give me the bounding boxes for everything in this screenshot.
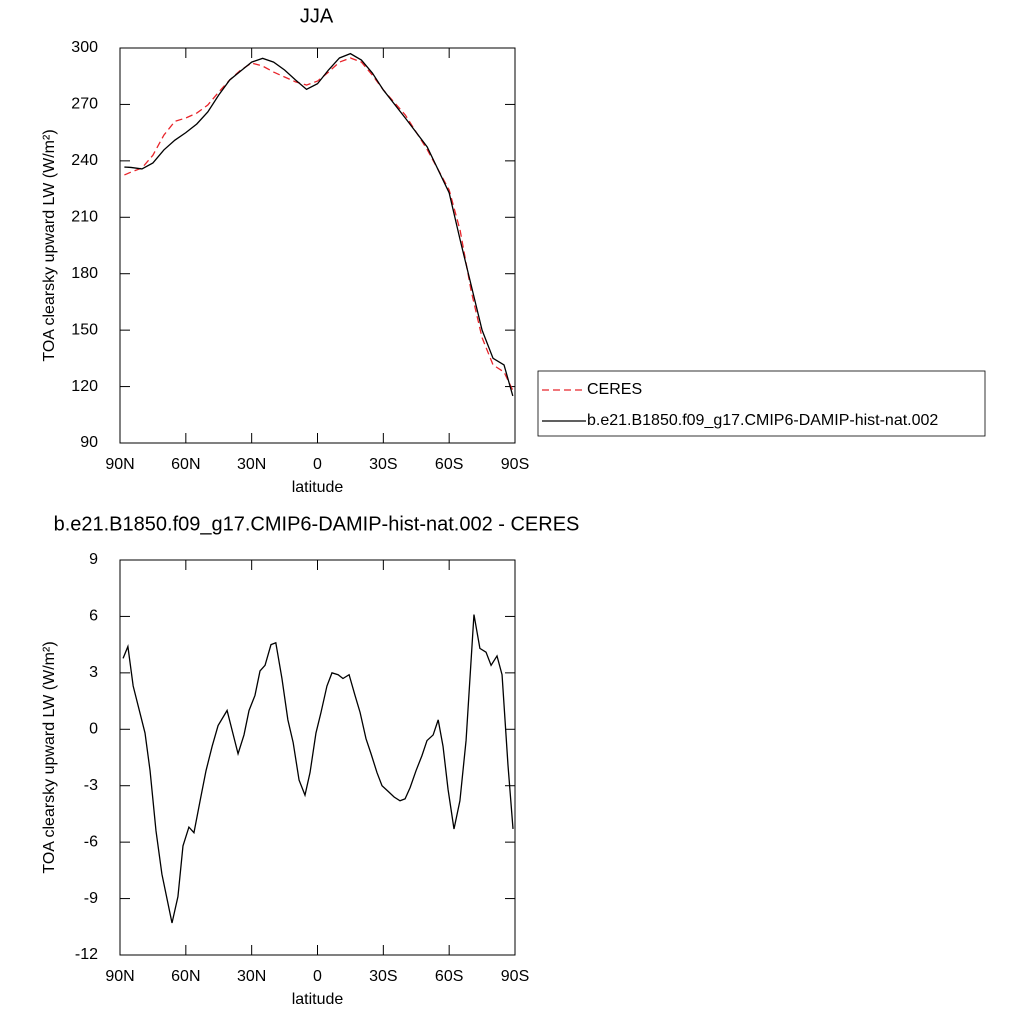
y-tick-label: 210	[71, 209, 98, 226]
x-tick-label: 90S	[501, 456, 529, 473]
x-tick-label: 60S	[435, 456, 463, 473]
x-tick-label: 90S	[501, 968, 529, 985]
y-tick-label: -6	[84, 833, 98, 850]
legend-label: CERES	[587, 381, 642, 398]
x-tick-label: 30N	[237, 968, 266, 985]
y-tick-label: 90	[80, 434, 98, 451]
y-tick-label: 6	[89, 608, 98, 625]
y-tick-label: 9	[89, 551, 98, 568]
y-tick-label: -3	[84, 777, 98, 794]
x-tick-label: 0	[313, 968, 322, 985]
x-tick-label: 90N	[105, 456, 134, 473]
data-line	[122, 614, 514, 924]
y-tick-label: 180	[71, 265, 98, 282]
data-line	[124, 57, 514, 391]
x-tick-label: 60N	[171, 968, 200, 985]
legend-label: b.e21.B1850.f09_g17.CMIP6-DAMIP-hist-nat…	[587, 412, 938, 429]
x-axis-label: latitude	[292, 479, 344, 496]
x-tick-label: 60S	[435, 968, 463, 985]
y-tick-label: -9	[84, 890, 98, 907]
y-tick-label: 120	[71, 378, 98, 395]
plot-frame	[119, 47, 516, 444]
y-axis-label: TOA clearsky upward LW (W/m²)	[41, 129, 58, 361]
chart-title: JJA	[300, 5, 334, 27]
y-tick-label: 300	[71, 39, 98, 56]
y-tick-label: 150	[71, 321, 98, 338]
chart-title: b.e21.B1850.f09_g17.CMIP6-DAMIP-hist-nat…	[54, 513, 580, 535]
plot-frame	[119, 559, 516, 956]
x-tick-label: 90N	[105, 968, 134, 985]
y-tick-label: 3	[89, 664, 98, 681]
x-tick-label: 0	[313, 456, 322, 473]
x-tick-label: 30N	[237, 456, 266, 473]
legend-box	[537, 370, 986, 437]
data-line	[124, 52, 514, 397]
y-tick-label: -12	[75, 946, 98, 963]
x-tick-label: 30S	[369, 968, 397, 985]
y-tick-label: 270	[71, 96, 98, 113]
y-axis-label: TOA clearsky upward LW (W/m²)	[41, 641, 58, 873]
x-tick-label: 60N	[171, 456, 200, 473]
y-tick-label: 0	[89, 721, 98, 738]
x-tick-label: 30S	[369, 456, 397, 473]
y-tick-label: 240	[71, 152, 98, 169]
x-axis-label: latitude	[292, 991, 344, 1008]
